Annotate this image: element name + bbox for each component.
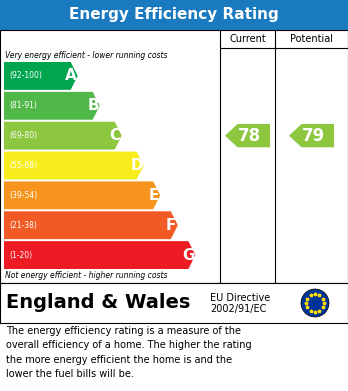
Text: (81-91): (81-91) — [9, 101, 37, 110]
Polygon shape — [225, 124, 270, 147]
Text: D: D — [131, 158, 143, 173]
Polygon shape — [4, 211, 178, 239]
Polygon shape — [4, 122, 122, 150]
Text: G: G — [183, 248, 195, 263]
Text: England & Wales: England & Wales — [6, 294, 190, 312]
Bar — [0, 283, 348, 323]
Polygon shape — [4, 92, 100, 120]
Bar — [0, 30, 348, 283]
Polygon shape — [4, 241, 195, 269]
Text: E: E — [149, 188, 159, 203]
Text: (69-80): (69-80) — [9, 131, 37, 140]
Text: (1-20): (1-20) — [9, 251, 32, 260]
Text: Current: Current — [229, 34, 266, 44]
Text: (39-54): (39-54) — [9, 191, 37, 200]
Text: Not energy efficient - higher running costs: Not energy efficient - higher running co… — [5, 271, 167, 280]
Circle shape — [301, 289, 329, 317]
Text: 78: 78 — [238, 127, 261, 145]
Text: (21-38): (21-38) — [9, 221, 37, 230]
Text: A: A — [65, 68, 77, 83]
Polygon shape — [4, 181, 160, 209]
Text: C: C — [110, 128, 121, 143]
Text: The energy efficiency rating is a measure of the
overall efficiency of a home. T: The energy efficiency rating is a measur… — [6, 326, 252, 379]
Text: 2002/91/EC: 2002/91/EC — [210, 304, 266, 314]
Text: EU Directive: EU Directive — [210, 293, 270, 303]
Bar — [0, 0, 348, 30]
Text: Energy Efficiency Rating: Energy Efficiency Rating — [69, 7, 279, 23]
Text: (92-100): (92-100) — [9, 72, 42, 81]
Text: F: F — [166, 218, 176, 233]
Polygon shape — [4, 62, 78, 90]
Text: Potential: Potential — [290, 34, 333, 44]
Text: (55-68): (55-68) — [9, 161, 37, 170]
Text: B: B — [87, 98, 99, 113]
Text: Very energy efficient - lower running costs: Very energy efficient - lower running co… — [5, 51, 167, 60]
Polygon shape — [289, 124, 334, 147]
Text: 79: 79 — [302, 127, 325, 145]
Polygon shape — [4, 152, 144, 179]
